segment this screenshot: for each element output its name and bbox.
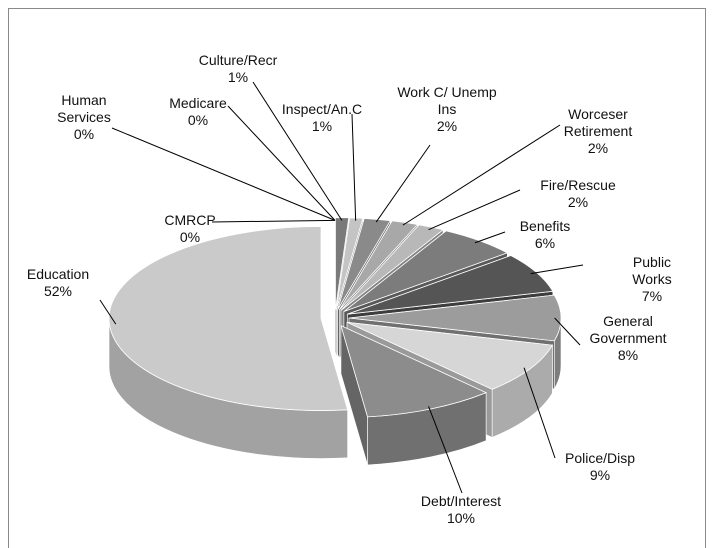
slice-top bbox=[335, 217, 364, 310]
value-label: 0% bbox=[179, 229, 201, 245]
leader-line bbox=[252, 81, 343, 221]
category-name: General Government bbox=[589, 313, 667, 346]
leader-line bbox=[351, 113, 357, 221]
slice-label: Debt/Interest 10% bbox=[421, 493, 501, 527]
slice-label: CMRCP 0% bbox=[164, 212, 215, 246]
category-name: Medicare bbox=[169, 95, 227, 111]
leader-line bbox=[111, 127, 336, 221]
slice-label: Inspect/An.C 1% bbox=[282, 101, 362, 135]
leader-line bbox=[530, 264, 584, 275]
value-label: 1% bbox=[227, 69, 249, 85]
value-label: 7% bbox=[641, 288, 663, 304]
category-name: Public Works bbox=[632, 254, 672, 287]
leader-line bbox=[402, 124, 561, 226]
slice-top bbox=[337, 218, 392, 310]
slice-top bbox=[335, 217, 350, 310]
slice bbox=[340, 324, 488, 466]
leader-line bbox=[375, 144, 431, 223]
slice-top bbox=[348, 294, 562, 342]
category-name: Education bbox=[26, 266, 90, 282]
value-label: 2% bbox=[436, 118, 458, 134]
category-name: Inspect/An.C bbox=[281, 101, 363, 117]
leader-line bbox=[428, 189, 521, 231]
value-label: 52% bbox=[43, 283, 73, 299]
slice-top bbox=[340, 224, 444, 311]
category-name: Fire/Rescue bbox=[540, 177, 616, 193]
category-name: Culture/Recr bbox=[198, 52, 278, 68]
chart-border bbox=[8, 8, 706, 548]
leader-line bbox=[211, 219, 336, 223]
value-label: 0% bbox=[73, 126, 95, 142]
value-label: 2% bbox=[567, 194, 589, 210]
value-label: 8% bbox=[617, 347, 639, 363]
category-name: Human Services bbox=[57, 92, 111, 125]
leader-line bbox=[474, 231, 506, 244]
category-name: Debt/Interest bbox=[420, 493, 502, 509]
leader-line bbox=[99, 299, 117, 325]
slice-label: Benefits 6% bbox=[520, 218, 571, 252]
value-label: 6% bbox=[534, 235, 556, 251]
slice-label: Medicare 0% bbox=[169, 95, 227, 129]
category-name: Work C/ Unemp Ins bbox=[397, 84, 497, 117]
slice-top bbox=[340, 324, 488, 418]
leader-line bbox=[554, 317, 581, 346]
slice-label: General Government 8% bbox=[585, 313, 672, 364]
value-label: 2% bbox=[587, 140, 609, 156]
category-name: Worceser Retirement bbox=[563, 106, 633, 139]
slice-top bbox=[346, 321, 554, 390]
value-label: 10% bbox=[446, 510, 476, 526]
slice-top bbox=[108, 226, 349, 411]
value-label: 0% bbox=[187, 112, 209, 128]
value-label: 1% bbox=[311, 118, 333, 134]
slice-label: Worceser Retirement 2% bbox=[548, 106, 648, 157]
category-name: CMRCP bbox=[164, 212, 216, 228]
slice-top bbox=[343, 230, 509, 312]
category-name: Benefits bbox=[519, 218, 571, 234]
value-label: 9% bbox=[589, 467, 611, 483]
slice-label: Human Services 0% bbox=[34, 92, 134, 143]
leader-line bbox=[523, 367, 556, 459]
slice-label: Culture/Recr 1% bbox=[199, 52, 278, 86]
slice-label: Work C/ Unemp Ins 2% bbox=[397, 84, 497, 135]
leader-line bbox=[227, 105, 336, 221]
slice-label: Fire/Rescue 2% bbox=[540, 177, 615, 211]
category-name: Police/Disp bbox=[564, 450, 636, 466]
leader-line bbox=[428, 406, 463, 494]
slice-label: Police/Disp 9% bbox=[565, 450, 635, 484]
slice bbox=[108, 226, 349, 459]
slice-label: Education 52% bbox=[27, 266, 89, 300]
slice-top bbox=[338, 220, 419, 311]
slice-label: Public Works 7% bbox=[621, 254, 684, 305]
